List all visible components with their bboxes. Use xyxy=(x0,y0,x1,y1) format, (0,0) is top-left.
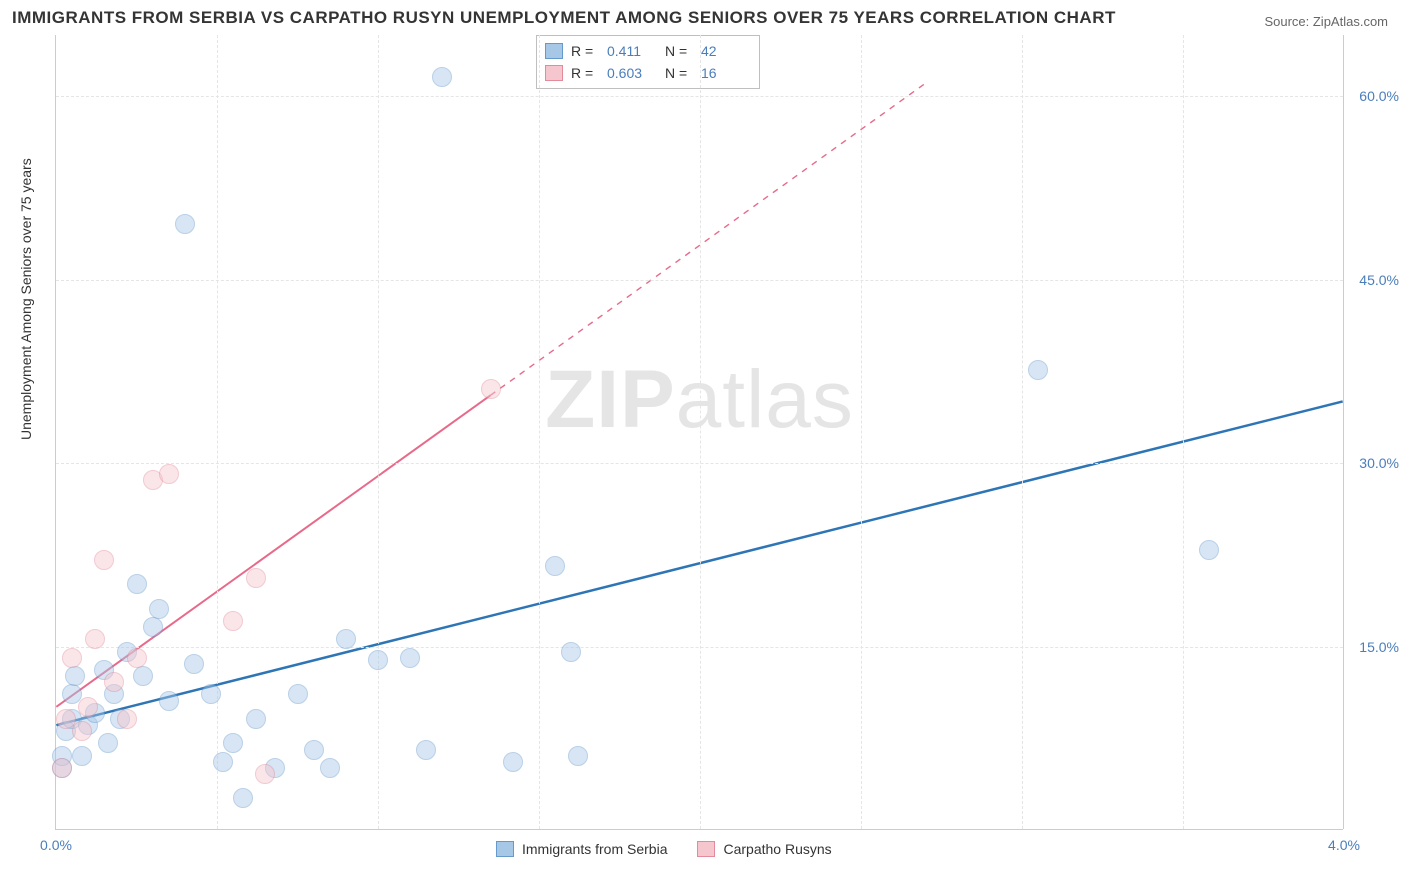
legend-swatch xyxy=(496,841,514,857)
data-point xyxy=(94,550,114,570)
data-point xyxy=(223,611,243,631)
data-point xyxy=(159,464,179,484)
chart-title: IMMIGRANTS FROM SERBIA VS CARPATHO RUSYN… xyxy=(12,8,1116,28)
data-point xyxy=(62,648,82,668)
gridline-vertical xyxy=(1183,35,1184,829)
data-point xyxy=(65,666,85,686)
data-point xyxy=(72,746,92,766)
data-point xyxy=(133,666,153,686)
legend-n-value: 16 xyxy=(701,65,751,81)
data-point xyxy=(52,758,72,778)
y-tick-label: 60.0% xyxy=(1359,88,1399,104)
series-legend-label: Carpatho Rusyns xyxy=(723,841,831,857)
plot-right-border xyxy=(1343,35,1344,829)
data-point xyxy=(246,568,266,588)
data-point xyxy=(85,629,105,649)
data-point xyxy=(104,672,124,692)
series-legend-item: Immigrants from Serbia xyxy=(496,841,667,857)
gridline-vertical xyxy=(378,35,379,829)
gridline-vertical xyxy=(539,35,540,829)
data-point xyxy=(213,752,233,772)
source-attribution: Source: ZipAtlas.com xyxy=(1264,14,1388,29)
legend-n-value: 42 xyxy=(701,43,751,59)
correlation-legend: R = 0.411 N = 42 R = 0.603 N = 16 xyxy=(536,35,760,89)
data-point xyxy=(368,650,388,670)
gridline-vertical xyxy=(700,35,701,829)
data-point xyxy=(304,740,324,760)
y-tick-label: 15.0% xyxy=(1359,639,1399,655)
x-tick-label: 0.0% xyxy=(40,837,72,853)
data-point xyxy=(184,654,204,674)
data-point xyxy=(143,617,163,637)
watermark-atlas: atlas xyxy=(676,354,854,445)
data-point xyxy=(432,67,452,87)
series-legend-label: Immigrants from Serbia xyxy=(522,841,667,857)
data-point xyxy=(255,764,275,784)
watermark-zip: ZIP xyxy=(545,354,676,445)
data-point xyxy=(416,740,436,760)
legend-swatch xyxy=(545,65,563,81)
legend-row: R = 0.411 N = 42 xyxy=(545,40,751,62)
legend-row: R = 0.603 N = 16 xyxy=(545,62,751,84)
series-legend-item: Carpatho Rusyns xyxy=(697,841,831,857)
data-point xyxy=(400,648,420,668)
legend-n-label: N = xyxy=(665,65,693,81)
data-point xyxy=(336,629,356,649)
gridline-vertical xyxy=(1022,35,1023,829)
data-point xyxy=(561,642,581,662)
data-point xyxy=(72,721,92,741)
legend-swatch xyxy=(697,841,715,857)
data-point xyxy=(201,684,221,704)
legend-swatch xyxy=(545,43,563,59)
data-point xyxy=(233,788,253,808)
data-point xyxy=(127,648,147,668)
data-point xyxy=(288,684,308,704)
data-point xyxy=(117,709,137,729)
data-point xyxy=(1199,540,1219,560)
data-point xyxy=(545,556,565,576)
gridline-vertical xyxy=(217,35,218,829)
data-point xyxy=(98,733,118,753)
data-point xyxy=(127,574,147,594)
legend-n-label: N = xyxy=(665,43,693,59)
data-point xyxy=(568,746,588,766)
data-point xyxy=(149,599,169,619)
y-tick-label: 45.0% xyxy=(1359,272,1399,288)
scatter-plot-area: ZIPatlas R =0.411N =42R =0.603N =16 Immi… xyxy=(55,35,1343,830)
data-point xyxy=(246,709,266,729)
legend-r-value: 0.603 xyxy=(607,65,657,81)
data-point xyxy=(481,379,501,399)
data-point xyxy=(78,697,98,717)
data-point xyxy=(223,733,243,753)
legend-r-label: R = xyxy=(571,65,599,81)
legend-r-label: R = xyxy=(571,43,599,59)
trend-line-extrapolated xyxy=(490,84,924,395)
data-point xyxy=(159,691,179,711)
data-point xyxy=(503,752,523,772)
series-legend: Immigrants from Serbia Carpatho Rusyns xyxy=(496,841,832,857)
gridline-vertical xyxy=(861,35,862,829)
data-point xyxy=(175,214,195,234)
data-point xyxy=(1028,360,1048,380)
y-tick-label: 30.0% xyxy=(1359,455,1399,471)
data-point xyxy=(320,758,340,778)
legend-r-value: 0.411 xyxy=(607,43,657,59)
y-axis-label: Unemployment Among Seniors over 75 years xyxy=(18,158,34,440)
x-tick-label: 4.0% xyxy=(1328,837,1360,853)
